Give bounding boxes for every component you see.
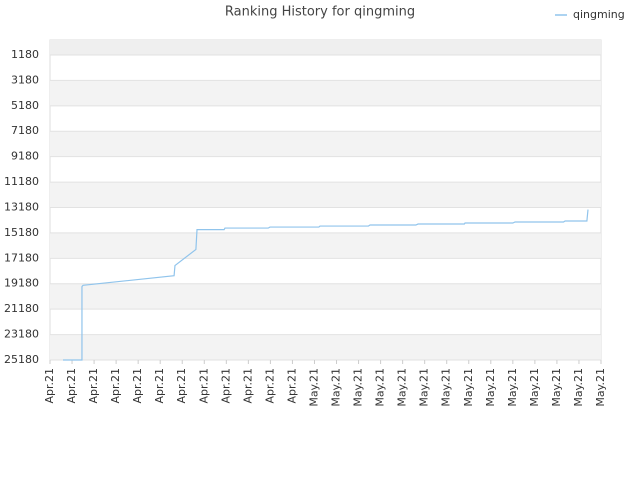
x-tick-label: Apr.21 [87, 368, 100, 404]
y-tick-label: 17180 [4, 251, 39, 264]
line [63, 209, 589, 361]
x-tick-label: May.21 [550, 368, 563, 407]
grid-band [50, 131, 601, 157]
y-tick-label: 1180 [11, 48, 39, 61]
y-tick-label: 19180 [4, 277, 39, 290]
x-tick-label: Apr.21 [153, 368, 166, 404]
grid-band [50, 232, 601, 259]
x-tick-label: Apr.21 [65, 368, 78, 404]
x-tick-label: May.21 [307, 368, 320, 407]
x-tick-label: May.21 [374, 368, 387, 407]
x-tick-label: Apr.21 [175, 368, 188, 404]
x-tick-label: May.21 [484, 368, 497, 407]
y-tick-label: 13180 [4, 200, 39, 213]
x-tick-label: Apr.21 [197, 368, 210, 404]
x-tick-label: May.21 [330, 368, 343, 407]
x-tick-label: Apr.21 [285, 368, 298, 404]
x-tick-label: May.21 [572, 368, 585, 407]
x-tick-label: May.21 [528, 368, 541, 407]
x-tick-label: Apr.21 [131, 368, 144, 404]
y-tick-label: 11180 [4, 175, 39, 188]
legend-label: qingming [573, 8, 625, 21]
x-tick-label: Apr.21 [241, 368, 254, 404]
x-tick-label: May.21 [506, 368, 519, 407]
grid-band [50, 40, 601, 55]
x-tick-label: Apr.21 [263, 368, 276, 404]
x-tick-label: May.21 [462, 368, 475, 407]
x-tick-label: May.21 [418, 368, 431, 407]
x-tick-label: May.21 [440, 368, 453, 407]
x-tick-label: Apr.21 [43, 368, 56, 404]
grid-band [50, 182, 601, 208]
y-tick-label: 25180 [4, 353, 39, 366]
y-tick-label: 5180 [11, 99, 39, 112]
x-tick-label: May.21 [594, 368, 607, 407]
chart-title: Ranking History for qingming [225, 5, 415, 20]
x-tick-label: May.21 [396, 368, 409, 407]
y-tick-label: 21180 [4, 302, 39, 315]
y-tick-label: 7180 [11, 124, 39, 137]
x-tick-label: Apr.21 [219, 368, 232, 404]
x-tick-label: Apr.21 [109, 368, 122, 404]
grid-band [50, 80, 601, 106]
y-tick-label: 3180 [11, 73, 39, 86]
y-tick-label: 23180 [4, 328, 39, 341]
y-tick-label: 9180 [11, 150, 39, 163]
x-tick-label: May.21 [352, 368, 365, 407]
grid-band [50, 283, 601, 310]
grid-band [50, 334, 601, 360]
y-tick-label: 15180 [4, 226, 39, 239]
